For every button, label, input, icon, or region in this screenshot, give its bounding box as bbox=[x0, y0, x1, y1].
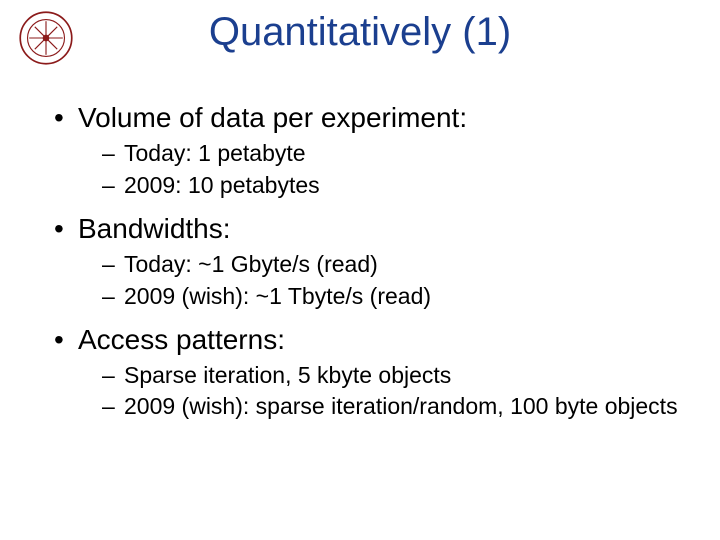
bullet-text: Volume of data per experiment: bbox=[78, 102, 467, 133]
sub-list: Today: 1 petabyte 2009: 10 petabytes bbox=[78, 139, 680, 201]
bullet-item: Bandwidths: Today: ~1 Gbyte/s (read) 200… bbox=[50, 211, 680, 312]
bullet-text: Access patterns: bbox=[78, 324, 285, 355]
sub-item: 2009: 10 petabytes bbox=[102, 171, 680, 201]
sub-list: Today: ~1 Gbyte/s (read) 2009 (wish): ~1… bbox=[78, 250, 680, 312]
bullet-list: Volume of data per experiment: Today: 1 … bbox=[50, 100, 680, 422]
bullet-text: Bandwidths: bbox=[78, 213, 231, 244]
slide: Quantitatively (1) Volume of data per ex… bbox=[0, 0, 720, 540]
bullet-item: Volume of data per experiment: Today: 1 … bbox=[50, 100, 680, 201]
sub-item: Today: ~1 Gbyte/s (read) bbox=[102, 250, 680, 280]
slide-title: Quantitatively (1) bbox=[0, 10, 720, 54]
sub-item: Today: 1 petabyte bbox=[102, 139, 680, 169]
slide-body: Volume of data per experiment: Today: 1 … bbox=[50, 92, 680, 432]
sub-list: Sparse iteration, 5 kbyte objects 2009 (… bbox=[78, 361, 680, 423]
sub-item: 2009 (wish): ~1 Tbyte/s (read) bbox=[102, 282, 680, 312]
sub-item: Sparse iteration, 5 kbyte objects bbox=[102, 361, 680, 391]
sub-item: 2009 (wish): sparse iteration/random, 10… bbox=[102, 392, 680, 422]
bullet-item: Access patterns: Sparse iteration, 5 kby… bbox=[50, 322, 680, 423]
